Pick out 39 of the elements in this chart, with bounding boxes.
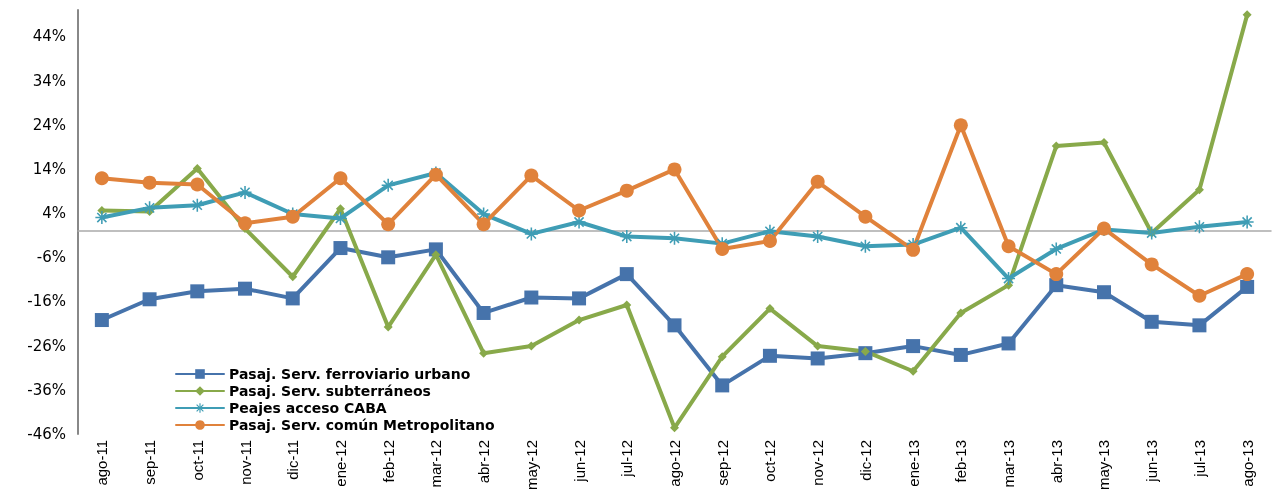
x-tick-label: ago-13 bbox=[1238, 439, 1256, 487]
x-tick-label: abr-13 bbox=[1047, 439, 1065, 484]
y-tick-label: 4% bbox=[42, 204, 66, 223]
x-tick-label: sep-12 bbox=[713, 439, 731, 486]
x-tick-label: feb-12 bbox=[379, 439, 397, 483]
x-tick-label: dic-12 bbox=[856, 439, 874, 481]
x-tick-label: ago-12 bbox=[666, 439, 683, 487]
y-tick-label: -46% bbox=[27, 424, 66, 443]
y-tick-label: -36% bbox=[27, 380, 66, 399]
y-tick-label: -26% bbox=[27, 336, 66, 355]
x-tick-label: dic-11 bbox=[284, 439, 302, 480]
legend-label: Pasaj. Serv. común Metropolitano bbox=[229, 417, 496, 433]
y-tick-label: -16% bbox=[27, 292, 66, 311]
x-tick-label: ene-12 bbox=[331, 439, 349, 487]
x-tick-label: feb-13 bbox=[952, 439, 970, 483]
x-tick-label: ene-13 bbox=[904, 439, 922, 487]
x-tick-label: nov-12 bbox=[809, 439, 827, 486]
x-tick-label: jun-12 bbox=[570, 439, 588, 483]
legend-label: Pasaj. Serv. subterráneos bbox=[229, 383, 431, 399]
x-tick-label: jul-12 bbox=[618, 439, 636, 478]
x-tick-label: may-13 bbox=[1095, 439, 1113, 491]
x-tick-label: sep-11 bbox=[141, 439, 159, 485]
x-tick-label: abr-12 bbox=[475, 439, 493, 484]
x-tick-label: oct-12 bbox=[761, 439, 779, 482]
legend-label: Peajes acceso CABA bbox=[229, 400, 387, 416]
y-tick-label: -6% bbox=[36, 248, 66, 267]
x-tick-label: mar-12 bbox=[427, 439, 445, 488]
x-tick-label: nov-11 bbox=[236, 439, 254, 485]
y-tick-label: 44% bbox=[32, 27, 66, 46]
x-tick-label: jul-13 bbox=[1190, 439, 1208, 478]
x-tick-label: ago-11 bbox=[93, 439, 111, 486]
x-tick-label: mar-13 bbox=[1000, 439, 1018, 488]
x-tick-label: may-12 bbox=[522, 439, 540, 491]
y-tick-label: 24% bbox=[32, 115, 66, 134]
y-tick-label: 34% bbox=[32, 71, 66, 90]
x-tick-label: jun-13 bbox=[1143, 439, 1161, 483]
y-tick-label: 14% bbox=[32, 159, 66, 178]
legend-label: Pasaj. Serv. ferroviario urbano bbox=[229, 366, 471, 382]
x-tick-label: oct-11 bbox=[188, 439, 206, 481]
